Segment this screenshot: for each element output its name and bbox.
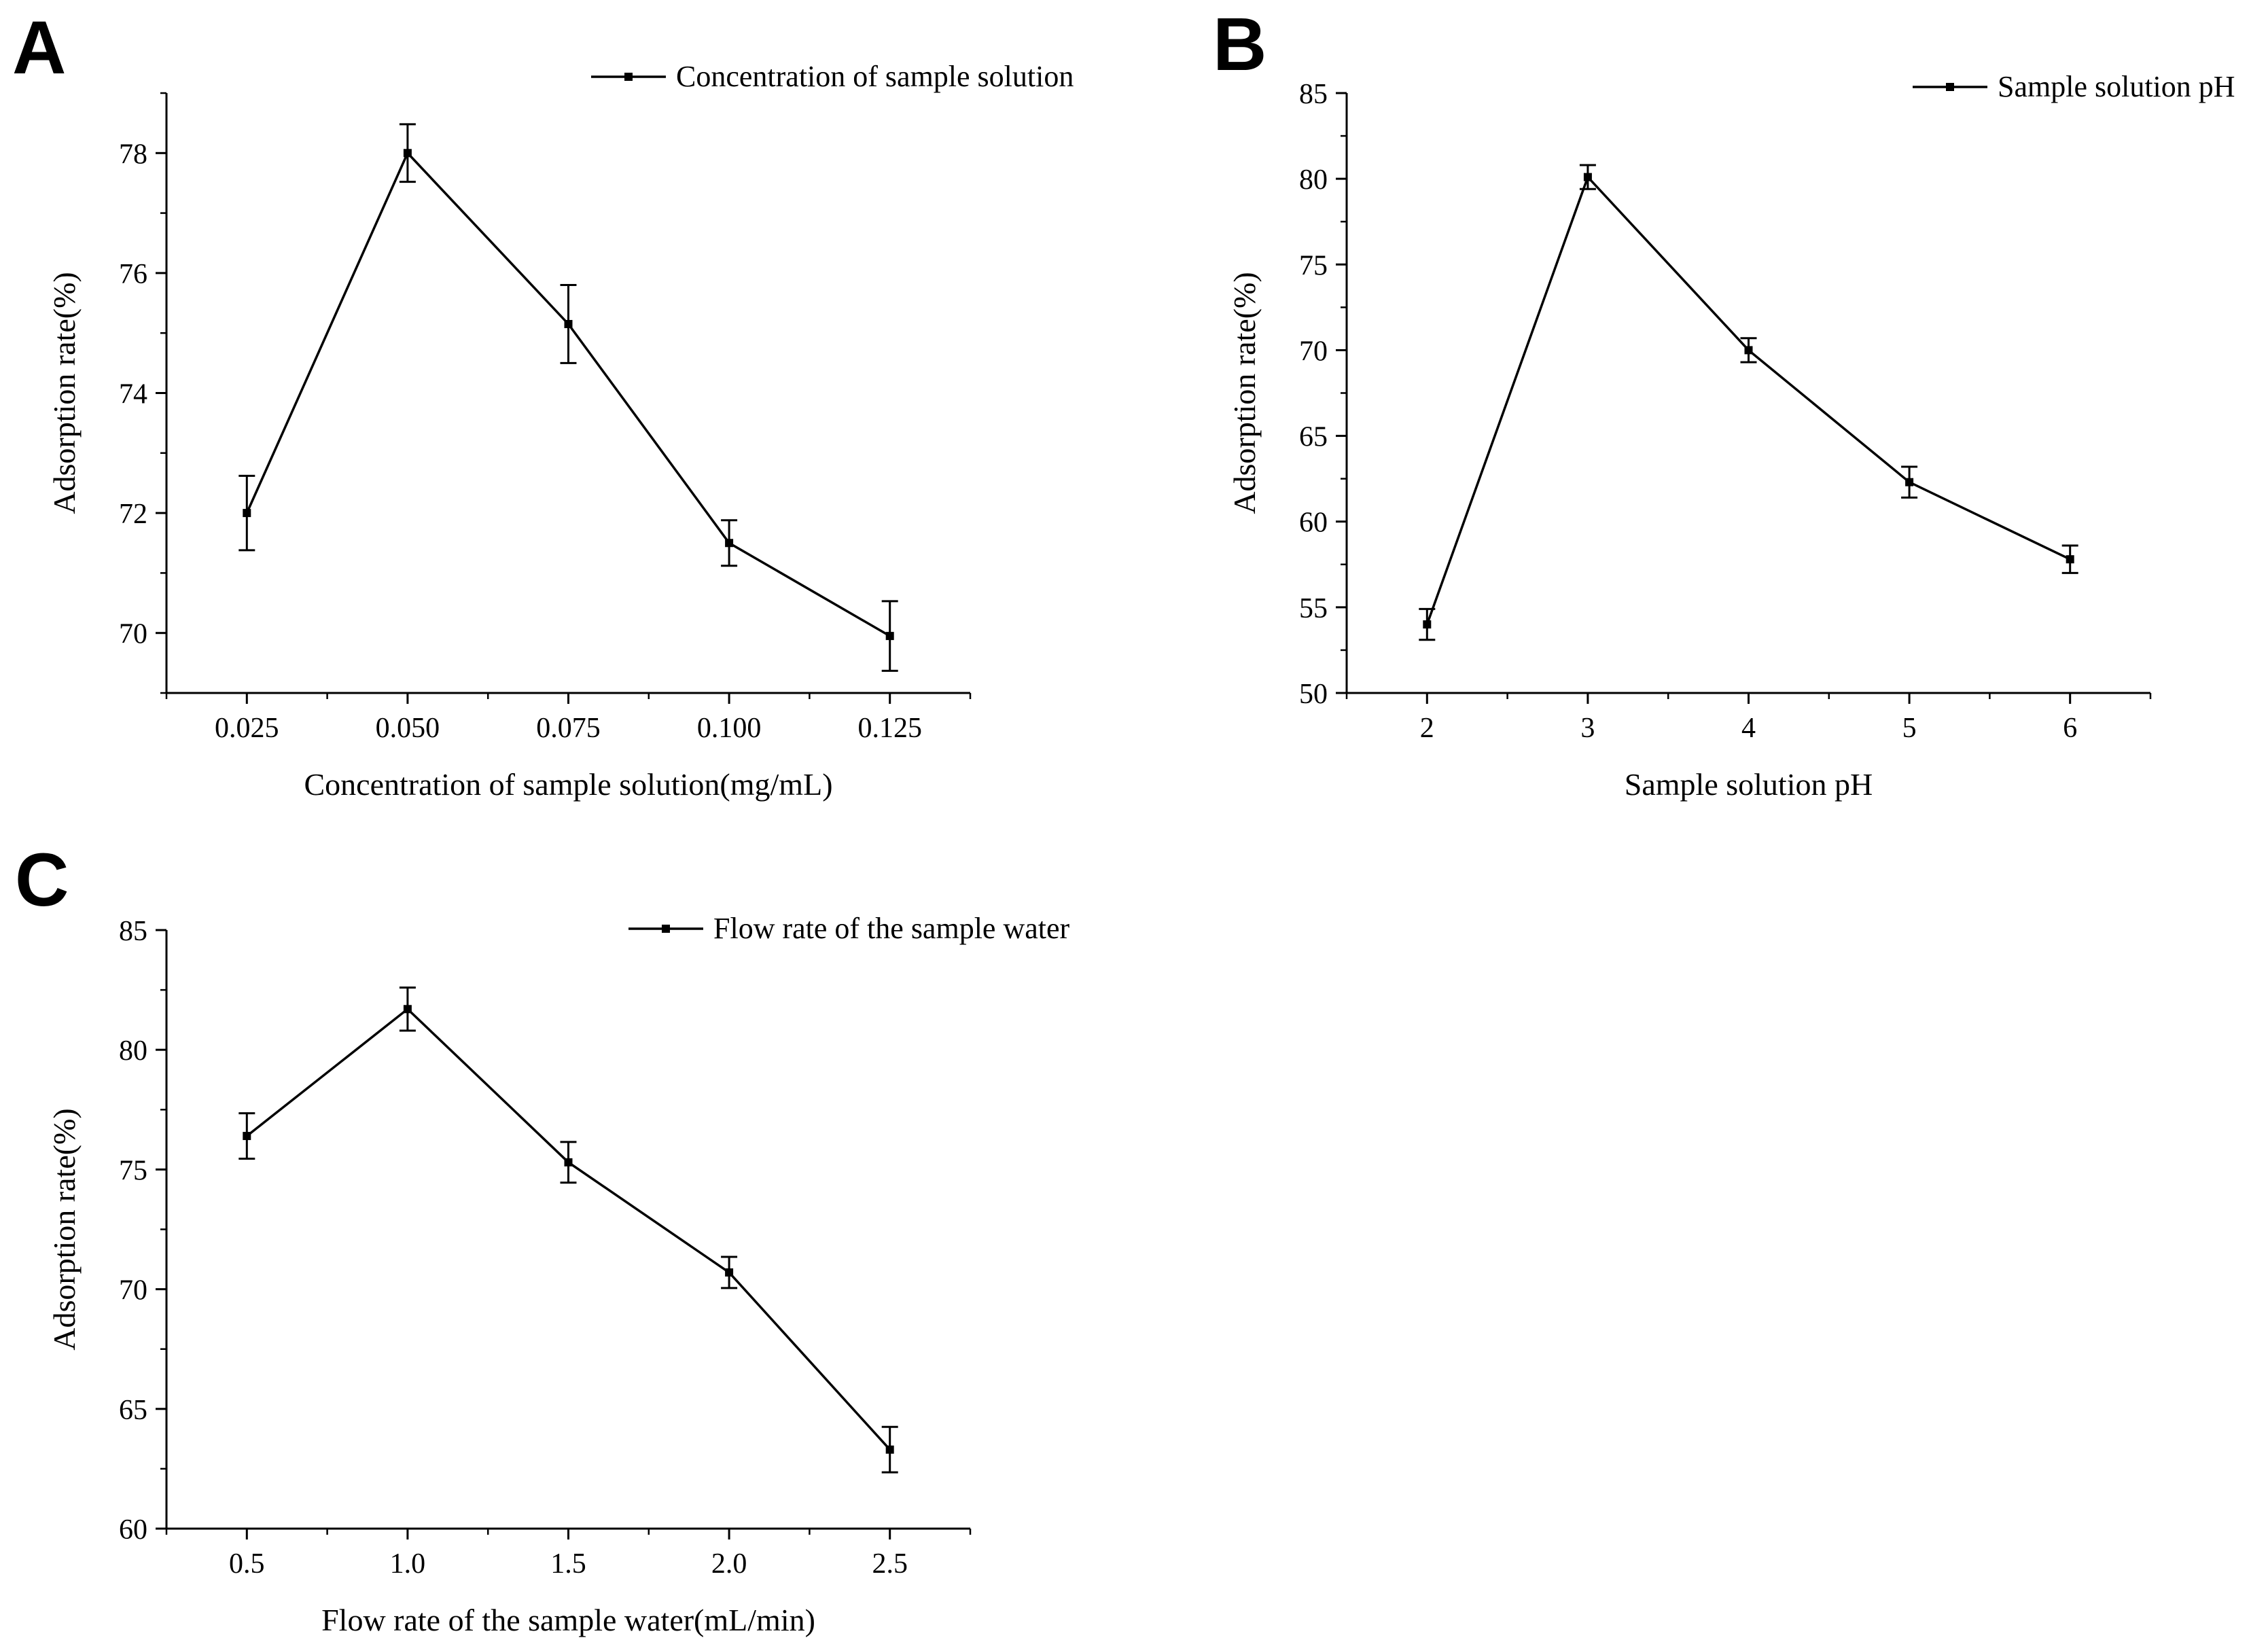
x-tick-label: 2 [1420, 713, 1434, 744]
data-point [885, 1445, 894, 1454]
y-tick-label: 65 [119, 1395, 147, 1426]
series-line [245, 151, 891, 637]
y-tick-label: 76 [119, 259, 147, 290]
y-tick-label: 75 [1299, 250, 1328, 281]
x-tick-label: 5 [1902, 713, 1917, 744]
data-point [564, 319, 573, 328]
y-tick-label: 80 [1299, 164, 1328, 196]
y-axis-title: Adsorption rate(%) [47, 272, 82, 514]
legend-marker [1946, 83, 1954, 91]
data-point [243, 509, 251, 518]
x-axis-title: Concentration of sample solution(mg/mL) [304, 767, 832, 802]
y-tick-label: 78 [119, 139, 147, 170]
panel-label-a: A [12, 6, 66, 90]
y-tick-label: 72 [119, 499, 147, 530]
y-tick-label: 85 [1299, 79, 1328, 110]
legend-marker [662, 925, 670, 933]
data-point [725, 1268, 734, 1277]
x-tick-label: 0.025 [215, 713, 279, 744]
data-point [1744, 346, 1753, 355]
x-tick-label: 0.100 [697, 713, 762, 744]
y-tick-label: 70 [119, 1275, 147, 1306]
y-tick-label: 65 [1299, 422, 1328, 453]
y-tick-label: 70 [1299, 336, 1328, 367]
y-tick-label: 70 [119, 619, 147, 650]
data-point [2066, 555, 2074, 564]
y-tick-label: 80 [119, 1035, 147, 1067]
x-tick-label: 0.050 [376, 713, 440, 744]
x-tick-label: 1.5 [550, 1548, 586, 1580]
chart-panel-a: A 70 72 74 76 78 0.025 0.050 0.075 0.100 0.125 Conc… [12, 6, 1074, 802]
chart-panel-c: C 60 65 70 75 80 85 0.5 1.0 1.5 2.0 2.5 Flow rate of… [15, 838, 1070, 1637]
y-tick-label: 55 [1299, 593, 1328, 624]
x-tick-label: 0.075 [536, 713, 601, 744]
data-point [1423, 620, 1432, 629]
x-tick-label: 2.0 [711, 1548, 747, 1580]
data-point [1583, 173, 1592, 181]
legend-label: Sample solution pH [1998, 70, 2235, 103]
x-tick-label: 2.5 [872, 1548, 908, 1580]
series-line [1425, 175, 2071, 625]
data-point [1905, 478, 1914, 486]
y-tick-label: 85 [119, 916, 147, 947]
x-tick-label: 6 [2063, 713, 2077, 744]
chart-panel-b: B 50 55 60 65 70 75 80 85 2 3 4 5 6 Sample solution pH… [1213, 3, 2235, 802]
data-point [403, 149, 412, 158]
y-tick-label: 60 [119, 1514, 147, 1546]
y-tick-label: 75 [119, 1155, 147, 1186]
data-point [725, 539, 734, 548]
x-tick-label: 0.125 [857, 713, 922, 744]
y-axis-title: Adsorption rate(%) [1227, 272, 1262, 514]
legend-label: Concentration of sample solution [676, 60, 1074, 93]
panel-label-b: B [1213, 3, 1266, 86]
series-line [246, 1007, 891, 1450]
panel-label-c: C [15, 838, 69, 922]
x-tick-label: 4 [1741, 713, 1756, 744]
x-axis-title: Sample solution pH [1625, 767, 1873, 802]
x-axis-title: Flow rate of the sample water(mL/min) [321, 1603, 815, 1637]
y-tick-label: 60 [1299, 508, 1328, 539]
legend-marker [624, 73, 633, 81]
y-tick-label: 74 [119, 379, 147, 410]
data-point [564, 1158, 573, 1167]
data-point [885, 632, 894, 641]
x-tick-label: 1.0 [390, 1548, 426, 1580]
y-axis-title: Adsorption rate(%) [47, 1108, 82, 1350]
x-tick-label: 3 [1580, 713, 1595, 744]
legend-label: Flow rate of the sample water [713, 912, 1070, 945]
x-tick-label: 0.5 [229, 1548, 265, 1580]
data-point [403, 1005, 412, 1014]
y-tick-label: 50 [1299, 679, 1328, 710]
data-point [243, 1132, 251, 1141]
